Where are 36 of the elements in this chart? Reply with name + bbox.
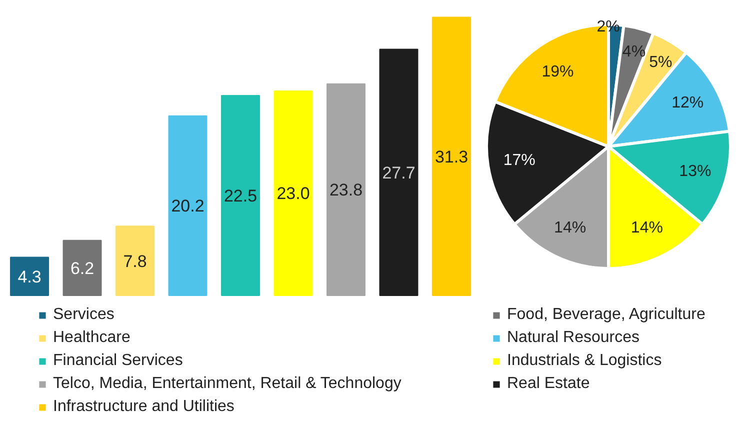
data-label: 4% (622, 43, 646, 60)
data-label: 4.3 (18, 267, 42, 286)
bar (168, 115, 208, 296)
data-label: 23.0 (276, 184, 310, 204)
data-label: 6.2 (70, 258, 94, 278)
legend-label: Industrials & Logistics (507, 351, 663, 371)
legend-label: Financial Services (53, 351, 184, 371)
data-label: 27.7 (382, 163, 416, 182)
bar (274, 90, 313, 296)
legend-label: Infrastructure and Utilities (53, 397, 236, 417)
data-label: 22.5 (224, 186, 258, 206)
data-label: 7.8 (123, 252, 147, 271)
data-label: 14% (554, 220, 586, 237)
bar (10, 256, 49, 296)
bar (432, 16, 471, 296)
legend-label: Services (53, 305, 116, 325)
legend-label: Healthcare (53, 328, 132, 348)
legend-label: Real Estate (507, 374, 591, 394)
legend-label: Natural Resources (507, 328, 640, 348)
data-label: 12% (672, 94, 704, 112)
data-label: 20.2 (171, 196, 204, 216)
data-label: 17% (503, 152, 536, 170)
legend-label: Telco, Media, Entertainment, Retail & Technology (53, 374, 402, 394)
bar (326, 83, 366, 296)
bar (116, 226, 154, 296)
data-label: 5% (649, 54, 672, 71)
bar (221, 94, 260, 296)
data-label: 2% (596, 18, 620, 36)
legend-label: Food, Beverage, Agriculture (507, 305, 706, 325)
data-label: 19% (542, 63, 574, 80)
data-label: 31.3 (434, 147, 468, 166)
bar (62, 240, 102, 296)
data-label: 23.8 (329, 180, 363, 200)
data-label: 14% (630, 220, 663, 237)
bar (379, 48, 418, 296)
data-label: 13% (679, 163, 712, 180)
